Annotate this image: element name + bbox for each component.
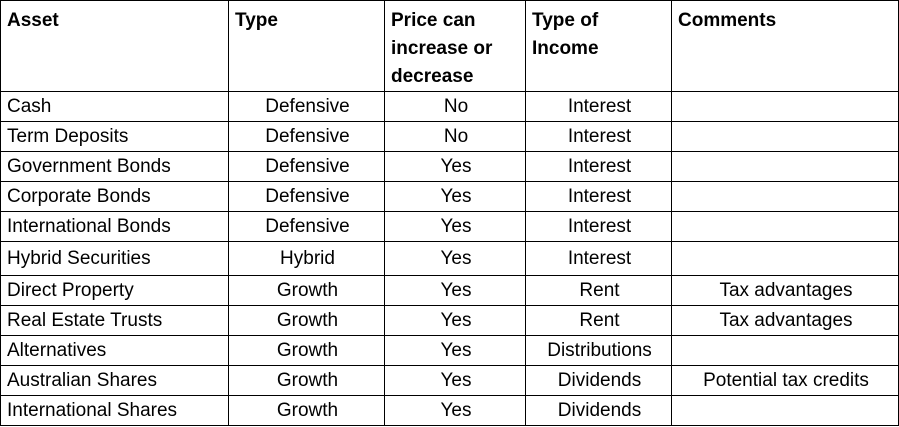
cell-price: Yes (384, 275, 526, 306)
cell-income: Interest (525, 241, 672, 276)
header-row: Asset Type Price can increase or decreas… (0, 0, 899, 92)
cell-asset: Real Estate Trusts (0, 305, 229, 336)
cell-type: Growth (228, 365, 385, 396)
table-row: Government Bonds Defensive Yes Interest (0, 151, 899, 182)
header-type: Type (228, 0, 385, 92)
cell-price: Yes (384, 335, 526, 366)
cell-comments (671, 335, 899, 366)
cell-price: Yes (384, 211, 526, 242)
cell-type: Defensive (228, 181, 385, 212)
cell-type: Growth (228, 275, 385, 306)
cell-asset: Term Deposits (0, 121, 229, 152)
cell-type: Hybrid (228, 241, 385, 276)
cell-price: Yes (384, 181, 526, 212)
cell-type: Defensive (228, 91, 385, 122)
cell-comments: Potential tax credits (671, 365, 899, 396)
cell-comments (671, 395, 899, 426)
cell-comments (671, 211, 899, 242)
table-row: Cash Defensive No Interest (0, 91, 899, 122)
cell-income: Rent (525, 275, 672, 306)
table-row: Alternatives Growth Yes Distributions (0, 335, 899, 366)
cell-income: Interest (525, 121, 672, 152)
cell-income: Dividends (525, 365, 672, 396)
header-asset: Asset (0, 0, 229, 92)
cell-income: Interest (525, 181, 672, 212)
cell-type: Defensive (228, 151, 385, 182)
cell-price: No (384, 91, 526, 122)
cell-type: Growth (228, 395, 385, 426)
cell-comments: Tax advantages (671, 275, 899, 306)
cell-income: Rent (525, 305, 672, 336)
cell-income: Distributions (525, 335, 672, 366)
cell-type: Growth (228, 335, 385, 366)
cell-comments: Tax advantages (671, 305, 899, 336)
header-comments: Comments (671, 0, 899, 92)
table-row: Term Deposits Defensive No Interest (0, 121, 899, 152)
cell-asset: Corporate Bonds (0, 181, 229, 212)
table-row: Hybrid Securities Hybrid Yes Interest (0, 241, 899, 276)
cell-asset: Alternatives (0, 335, 229, 366)
cell-comments (671, 121, 899, 152)
cell-price: Yes (384, 395, 526, 426)
cell-type: Defensive (228, 211, 385, 242)
cell-asset: Cash (0, 91, 229, 122)
cell-income: Dividends (525, 395, 672, 426)
cell-type: Defensive (228, 121, 385, 152)
cell-income: Interest (525, 91, 672, 122)
cell-asset: International Shares (0, 395, 229, 426)
cell-asset: Direct Property (0, 275, 229, 306)
cell-type: Growth (228, 305, 385, 336)
cell-income: Interest (525, 151, 672, 182)
cell-comments (671, 181, 899, 212)
table-row: Australian Shares Growth Yes Dividends P… (0, 365, 899, 396)
header-price: Price can increase or decrease (384, 0, 526, 92)
cell-price: No (384, 121, 526, 152)
cell-comments (671, 91, 899, 122)
table-row: Direct Property Growth Yes Rent Tax adva… (0, 275, 899, 306)
cell-asset: Hybrid Securities (0, 241, 229, 276)
cell-comments (671, 241, 899, 276)
cell-price: Yes (384, 365, 526, 396)
cell-income: Interest (525, 211, 672, 242)
header-income: Type of Income (525, 0, 672, 92)
table-row: International Bonds Defensive Yes Intere… (0, 211, 899, 242)
table-row: International Shares Growth Yes Dividend… (0, 395, 899, 426)
cell-price: Yes (384, 241, 526, 276)
cell-asset: International Bonds (0, 211, 229, 242)
table-row: Corporate Bonds Defensive Yes Interest (0, 181, 899, 212)
cell-comments (671, 151, 899, 182)
cell-price: Yes (384, 305, 526, 336)
cell-asset: Australian Shares (0, 365, 229, 396)
cell-asset: Government Bonds (0, 151, 229, 182)
cell-price: Yes (384, 151, 526, 182)
table-row: Real Estate Trusts Growth Yes Rent Tax a… (0, 305, 899, 336)
